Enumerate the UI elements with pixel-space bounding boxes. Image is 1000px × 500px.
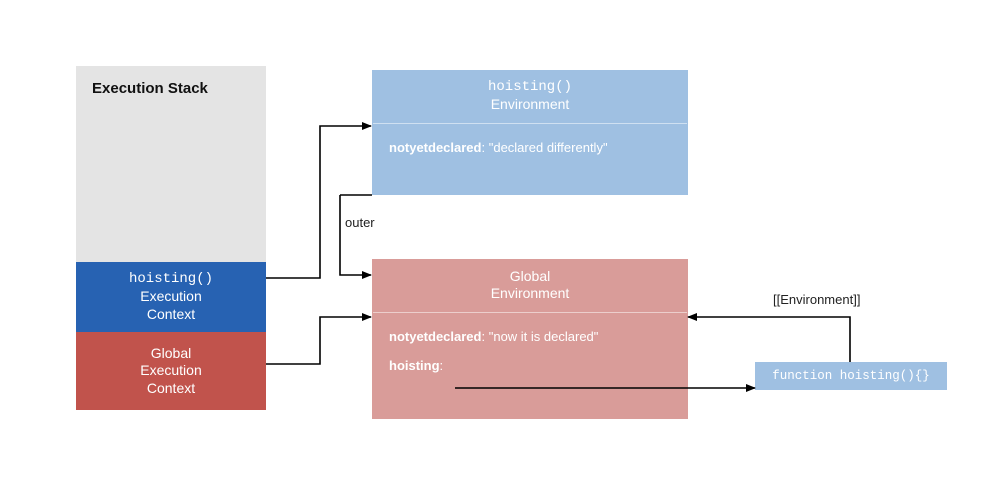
global-environment: Global Environment notyetdeclared: "now … [372, 259, 688, 419]
function-hoisting-box: function hoisting(){} [755, 362, 947, 390]
function-hoisting-label: function hoisting(){} [772, 369, 930, 383]
hoisting-ctx-line1: hoisting() [76, 271, 266, 289]
hoisting-env-header: hoisting() Environment [373, 71, 687, 124]
global-env-header-line1: Global [381, 268, 679, 285]
environment-slot-label: [[Environment]] [773, 292, 860, 307]
hoisting-env-header-line1: hoisting() [381, 79, 679, 96]
hoisting-ctx-line2: Execution [76, 288, 266, 306]
arrow-global-ctx-to-env [266, 317, 371, 364]
global-env-header-line2: Environment [381, 285, 679, 302]
arrow-hoisting-ctx-to-env [266, 126, 371, 278]
global-env-row-1-key: hoisting [389, 358, 440, 373]
hoisting-env-row-val: "declared differently" [489, 140, 608, 155]
hoisting-ctx-line3: Context [76, 306, 266, 324]
global-ctx-line2: Execution [76, 362, 266, 380]
hoisting-env-row-key: notyetdeclared [389, 140, 481, 155]
arrow-outer-to-global [340, 195, 371, 275]
global-env-row-0-val: "now it is declared" [489, 329, 599, 344]
hoisting-execution-context: hoisting() Execution Context [76, 262, 266, 332]
hoisting-env-body: notyetdeclared: "declared differently" [373, 124, 687, 171]
global-ctx-line3: Context [76, 380, 266, 398]
global-ctx-line1: Global [76, 345, 266, 363]
hoisting-env-header-line2: Environment [381, 96, 679, 113]
arrow-fn-env-to-global [688, 317, 850, 362]
hoisting-environment: hoisting() Environment notyetdeclared: "… [372, 70, 688, 195]
execution-stack-gray: Execution Stack [76, 66, 266, 262]
global-env-row-0-key: notyetdeclared [389, 329, 481, 344]
global-execution-context: Global Execution Context [76, 332, 266, 410]
global-env-header: Global Environment [373, 260, 687, 313]
outer-label: outer [345, 215, 375, 230]
global-env-body: notyetdeclared: "now it is declared" hoi… [373, 313, 687, 389]
global-env-row-0: notyetdeclared: "now it is declared" [389, 329, 671, 344]
execution-stack-title: Execution Stack [76, 66, 266, 111]
hoisting-env-row: notyetdeclared: "declared differently" [389, 140, 671, 155]
global-env-row-1: hoisting: [389, 358, 671, 373]
